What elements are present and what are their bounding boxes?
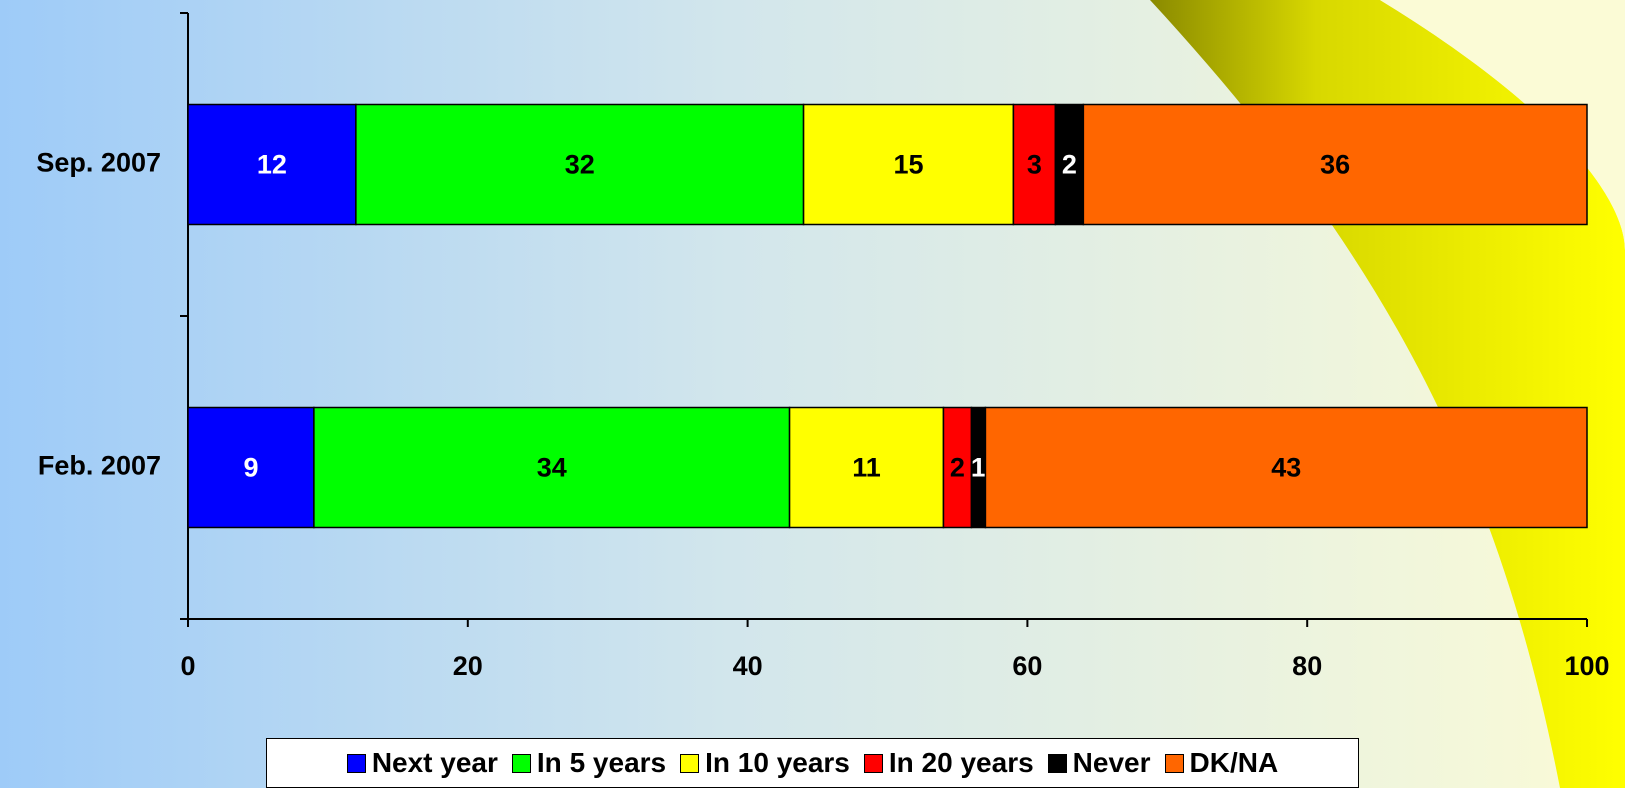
data-label: 34 — [537, 453, 567, 483]
data-label: 3 — [1027, 150, 1042, 180]
bar-segment — [1082, 103, 1588, 226]
legend-swatch — [863, 753, 883, 773]
legend-label: Never — [1072, 747, 1151, 778]
legend-item: DK/NA — [1164, 747, 1279, 779]
bar-segment — [942, 406, 973, 529]
legend-item: Never — [1047, 747, 1151, 779]
legend-swatch — [1164, 753, 1184, 773]
legend-item: In 20 years — [863, 747, 1034, 779]
data-label: 2 — [950, 453, 965, 483]
legend-label: Next year — [371, 747, 498, 778]
data-label: 2 — [1062, 150, 1077, 180]
bar-segment — [355, 103, 805, 226]
data-label: 1 — [971, 453, 986, 483]
x-tick-label: 0 — [180, 651, 195, 681]
x-tick-label: 60 — [1012, 651, 1042, 681]
y-tick-label: Feb. 2007 — [38, 451, 161, 481]
legend-swatch — [1047, 753, 1067, 773]
legend-label: In 10 years — [705, 747, 850, 778]
data-label: 15 — [893, 150, 923, 180]
x-tick-label: 80 — [1292, 651, 1322, 681]
x-tick-label: 40 — [733, 651, 763, 681]
data-label: 43 — [1271, 453, 1301, 483]
legend-label: In 5 years — [536, 747, 667, 778]
legend-item: Next year — [346, 747, 498, 779]
bar-segment — [1012, 103, 1057, 226]
legend-item: In 5 years — [511, 747, 667, 779]
data-label: 12 — [257, 150, 287, 180]
data-label: 32 — [565, 150, 595, 180]
bar-segment — [187, 406, 315, 529]
legend-label: In 20 years — [888, 747, 1034, 778]
legend: Next year In 5 years In 10 years In 20 year… — [266, 738, 1359, 788]
x-tick-label: 20 — [453, 651, 483, 681]
legend-label: DK/NA — [1189, 747, 1279, 778]
data-label: 36 — [1320, 150, 1350, 180]
data-label: 9 — [243, 453, 258, 483]
legend-item: In 10 years — [680, 747, 850, 779]
x-tick-label: 100 — [1564, 651, 1609, 681]
legend-swatch — [511, 753, 531, 773]
legend-swatch — [680, 753, 700, 773]
data-label: 11 — [852, 453, 881, 483]
legend-swatch — [346, 753, 366, 773]
bar-segment — [788, 406, 945, 529]
bar-segment — [802, 103, 1015, 226]
decoration — [1380, 0, 1625, 250]
bar-segment — [313, 406, 791, 529]
bar-segment — [1054, 103, 1085, 226]
bar-segment — [984, 406, 1588, 529]
y-tick-label: Sep. 2007 — [36, 148, 161, 178]
